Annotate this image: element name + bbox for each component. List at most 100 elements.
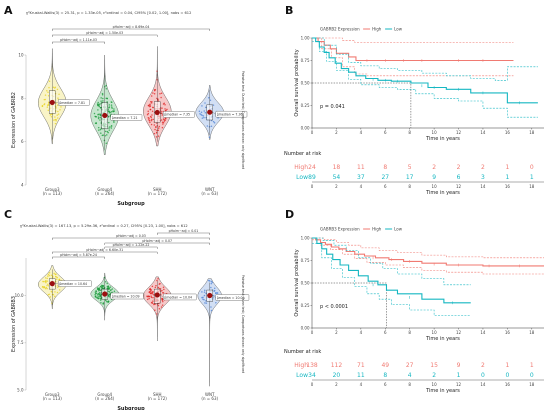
- comparison-label: pHolm−adj = 0.07: [142, 239, 172, 243]
- risk-count-low: 20: [333, 372, 341, 379]
- median-label: μ̂median = 7.81: [59, 101, 85, 105]
- data-point: [151, 114, 153, 116]
- data-point: [150, 118, 153, 121]
- x-tick-label: 10: [432, 130, 438, 135]
- data-point: [97, 101, 99, 104]
- risk-x-tick-label: 10: [432, 184, 438, 189]
- data-point: [160, 92, 163, 95]
- data-point: [161, 126, 164, 129]
- data-point: [51, 302, 53, 305]
- median-marker: [102, 291, 108, 297]
- ci-lower-low: [312, 243, 471, 316]
- data-point: [54, 116, 56, 118]
- data-point: [208, 136, 211, 138]
- risk-count-low: 37: [357, 174, 365, 181]
- data-point: [215, 302, 217, 304]
- x-tick-label: WNT: [205, 392, 215, 397]
- risk-count-high: 27: [406, 362, 414, 369]
- data-point: [54, 291, 56, 293]
- data-point: [98, 291, 101, 294]
- risk-x-tick-label: 6: [384, 184, 387, 189]
- risk-count-low: 34: [308, 372, 316, 379]
- data-point: [157, 304, 160, 307]
- data-point: [152, 300, 154, 302]
- data-point: [147, 112, 150, 115]
- ci-upper-high: [312, 37, 514, 43]
- x-tick-label: 6: [384, 330, 387, 335]
- data-point: [110, 101, 112, 103]
- data-point: [210, 306, 212, 308]
- data-point: [198, 110, 201, 112]
- median-label-box: [58, 280, 92, 287]
- data-point: [57, 117, 59, 119]
- data-point: [212, 120, 215, 123]
- risk-title: Number at risk: [284, 349, 321, 355]
- data-point: [213, 122, 216, 124]
- data-point: [97, 296, 99, 299]
- panel-d-label: D: [285, 208, 294, 221]
- risk-row-label-low: Low: [296, 174, 308, 181]
- risk-x-tick-label: 14: [480, 184, 486, 189]
- risk-count-high: 9: [457, 362, 461, 369]
- data-point: [106, 300, 108, 303]
- legend-title: GABRB3 Expression: [320, 227, 360, 232]
- data-point: [152, 92, 154, 94]
- data-point: [100, 302, 102, 304]
- comparison-bracket: [104, 242, 210, 245]
- data-point: [111, 288, 114, 290]
- data-point: [47, 95, 50, 97]
- data-point: [46, 284, 48, 287]
- median-label-leader: [107, 293, 111, 297]
- data-point: [152, 106, 154, 109]
- risk-x-tick-label: 16: [505, 184, 511, 189]
- data-point: [210, 280, 213, 283]
- data-point: [162, 121, 165, 124]
- data-point: [51, 291, 53, 293]
- y-tick-label: 5.0: [17, 387, 24, 392]
- risk-x-tick-label: 0: [311, 184, 314, 189]
- data-point: [202, 298, 204, 300]
- median-label: μ̂median = 7.21: [112, 116, 138, 120]
- x-tick-label: 16: [505, 130, 511, 135]
- panel-c-label: C: [4, 208, 12, 221]
- comparison-label: pHolm−adj = 8.69e-04: [113, 25, 150, 29]
- x-tick-label: 10: [432, 330, 438, 335]
- data-point: [159, 282, 161, 285]
- data-point: [57, 110, 59, 113]
- data-point: [154, 128, 156, 131]
- data-point: [98, 105, 101, 108]
- x-tick-label: 8: [408, 330, 411, 335]
- ci-lower-low: [312, 41, 538, 118]
- data-point: [97, 109, 99, 111]
- risk-count-high: 24: [308, 164, 316, 171]
- x-tick-label: 18: [529, 130, 535, 135]
- data-point: [215, 292, 217, 294]
- data-point: [47, 273, 50, 276]
- risk-count-low: 4: [408, 372, 412, 379]
- legend-label-low: Low: [394, 227, 403, 232]
- comparison-label: pHolm−adj = 0.01: [169, 229, 199, 233]
- risk-count-high: 2: [457, 164, 461, 171]
- data-point: [99, 114, 102, 117]
- panel-d-plot: GABRB3 Expression High Low 0.00 0.25 0.50 0.75…: [284, 227, 544, 394]
- data-point: [46, 277, 49, 280]
- comparison-bracket: [52, 34, 158, 37]
- y-tick-label: 0.00: [301, 126, 310, 131]
- risk-count-low: 2: [432, 372, 436, 379]
- data-point: [164, 108, 166, 110]
- data-point: [97, 126, 100, 129]
- data-point: [206, 125, 209, 127]
- data-point: [110, 289, 112, 291]
- x-tick-label: 16: [505, 330, 511, 335]
- data-point: [148, 295, 150, 298]
- data-point: [200, 111, 203, 114]
- data-point: [205, 116, 207, 119]
- data-point: [107, 110, 110, 113]
- data-point: [164, 117, 167, 119]
- x-tick-label: Group3: [45, 392, 60, 397]
- data-point: [216, 292, 218, 294]
- legend-label-low: Low: [394, 27, 403, 32]
- data-point: [50, 274, 53, 276]
- data-point: [106, 282, 108, 285]
- x-axis-label: Subgroup: [117, 406, 145, 410]
